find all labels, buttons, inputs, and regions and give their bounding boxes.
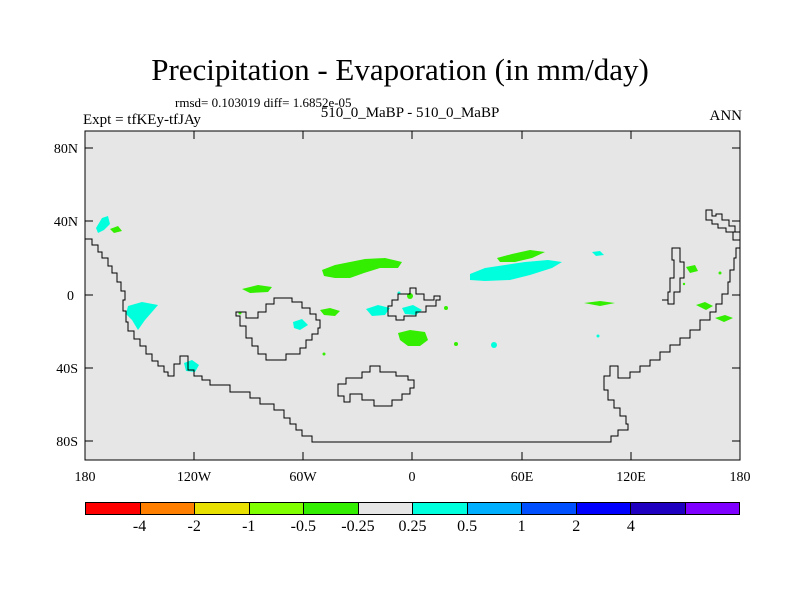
patch-green-7 [696, 302, 713, 310]
coast-antarctic-island [337, 365, 415, 407]
colorbar-label: 4 [626, 518, 635, 535]
coast-northeast [705, 209, 740, 241]
colorbar-swatch [685, 503, 739, 514]
colorbar-swatch [413, 503, 468, 514]
patch-green-17 [682, 282, 686, 286]
patch-green-4 [398, 330, 428, 346]
lon-label: 60W [289, 470, 317, 485]
patch-cyan-10 [596, 334, 600, 338]
lat-label: 0 [67, 289, 74, 304]
lon-labels: 180 120W 60W 0 60E 120E 180 [75, 470, 751, 485]
lon-label: 60E [511, 470, 534, 485]
colorbar-label: 1 [517, 518, 526, 535]
lat-labels: 80N 40N 0 40S 80S [54, 142, 78, 450]
coast-south-america [85, 238, 740, 443]
colorbar-swatch [140, 503, 195, 514]
colorbar-swatch [631, 503, 686, 514]
colorbar-label: 2 [572, 518, 581, 535]
colorbar-label: -4 [132, 518, 147, 535]
coast-africa [235, 297, 321, 361]
patch-green-8 [715, 315, 733, 322]
lat-label: 80N [54, 142, 78, 157]
lat-label: 40S [56, 362, 78, 377]
lon-label: 180 [75, 470, 96, 485]
colorbar-swatch [86, 503, 141, 514]
lat-label: 80S [56, 435, 78, 450]
coast-australia-strip [662, 247, 685, 305]
colorbar-label: -0.25 [341, 518, 375, 535]
patch-green-15 [322, 352, 326, 356]
stats-label: rmsd= 0.103019 diff= 1.6852e-05 [175, 95, 352, 110]
lon-label: 0 [409, 470, 416, 485]
patch-cyan-7 [293, 319, 308, 330]
patch-green-16 [718, 271, 722, 275]
coast-india [387, 287, 441, 321]
experiment-label: Expt = tfKEy-tfJAy [83, 112, 201, 128]
patch-green-13 [454, 342, 458, 346]
patch-cyan-2 [126, 302, 158, 330]
green-patches [110, 226, 733, 356]
patch-green-5 [497, 250, 545, 262]
colorbar-swatch [576, 503, 631, 514]
patch-green-10 [110, 226, 122, 233]
lon-label: 120E [616, 470, 646, 485]
patch-cyan-8 [592, 251, 604, 256]
patch-cyan-5 [366, 305, 390, 316]
patch-cyan-1 [470, 260, 562, 281]
patch-cyan-3 [96, 216, 110, 233]
colorbar [85, 502, 740, 515]
season-label: ANN [709, 108, 743, 124]
patch-green-2 [242, 285, 272, 293]
lon-label: 120W [177, 470, 212, 485]
colorbar-swatch [249, 503, 304, 514]
lon-label: 180 [730, 470, 751, 485]
colorbar-swatch [358, 503, 413, 514]
case-label: 510_0_MaBP - 510_0_MaBP [320, 105, 500, 121]
lat-ticks [85, 147, 740, 442]
colorbar-label: 0.5 [457, 518, 478, 535]
patch-green-1 [322, 258, 402, 278]
colorbar-label: -1 [242, 518, 256, 535]
colorbar-swatch [522, 503, 577, 514]
patch-green-12 [444, 306, 448, 310]
colorbar-label: -0.5 [290, 518, 316, 535]
colorbar-swatch [195, 503, 250, 514]
colorbar-label: 0.25 [398, 518, 427, 535]
colorbar-swatch [467, 503, 522, 514]
lat-label: 40N [54, 215, 78, 230]
patch-green-6 [584, 301, 615, 306]
lon-ticks [84, 131, 741, 460]
patch-cyan-9 [491, 342, 497, 348]
patch-green-3 [320, 308, 340, 316]
plot-title: Precipitation - Evaporation (in mm/day) [151, 52, 649, 87]
patch-green-9 [686, 265, 698, 273]
coastlines [85, 209, 740, 443]
colorbar-label: -2 [187, 518, 201, 535]
colorbar-swatch [304, 503, 359, 514]
